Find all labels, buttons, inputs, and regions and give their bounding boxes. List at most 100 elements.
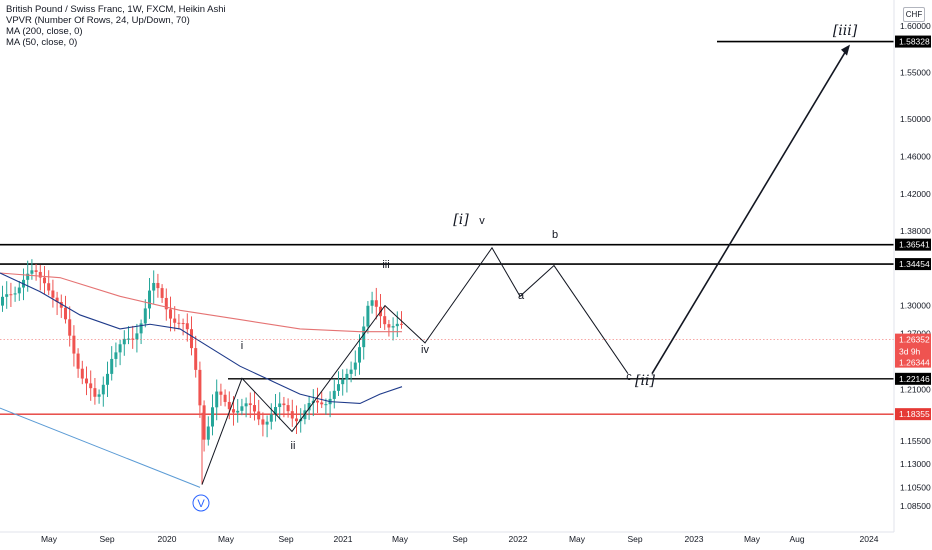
- candles: [1, 259, 403, 485]
- x-tick-label: May: [41, 534, 58, 544]
- candle-body: [93, 388, 97, 397]
- level-tag-label: 1.22146: [899, 374, 930, 384]
- trendline[interactable]: [0, 407, 201, 488]
- x-tick-label: 2022: [509, 534, 528, 544]
- candle-body: [169, 309, 172, 319]
- candle-body: [307, 403, 311, 411]
- candle-body: [89, 383, 93, 389]
- candle-body: [324, 404, 328, 406]
- y-tick-label: 1.50000: [900, 114, 931, 124]
- candle-body: [72, 335, 76, 354]
- candle-body: [316, 400, 319, 403]
- x-tick-label: 2021: [334, 534, 353, 544]
- wave-label-V: V: [197, 498, 205, 510]
- candle-body: [181, 323, 185, 325]
- candle-body: [211, 407, 214, 427]
- candle-body: [261, 419, 265, 425]
- candle-body: [17, 287, 21, 294]
- candle-body: [106, 373, 109, 385]
- last-price-tag: [895, 333, 931, 368]
- level-tag: [895, 238, 931, 251]
- wave-label-ii: ii: [291, 440, 296, 452]
- candle-body: [194, 348, 198, 370]
- wave-label-b: b: [552, 229, 558, 241]
- candle-body: [282, 403, 286, 406]
- ma200-line: [0, 272, 402, 333]
- x-tick-label: May: [569, 534, 586, 544]
- candle-body: [374, 300, 378, 307]
- candle-body: [198, 369, 202, 406]
- wave-label-iv: iv: [421, 344, 429, 356]
- candle-body: [43, 277, 46, 284]
- candle-body: [101, 384, 105, 395]
- y-tick-label: 1.27000: [900, 329, 931, 339]
- candle-body: [286, 405, 290, 412]
- level-tag-label: 1.34454: [899, 259, 930, 269]
- candle-body: [173, 318, 177, 323]
- candle-body: [248, 403, 252, 406]
- candle-body: [232, 409, 235, 413]
- candle-body: [127, 338, 130, 340]
- candle-body: [387, 324, 391, 328]
- wave-label-iii: iii: [382, 259, 389, 271]
- candle-body: [26, 273, 30, 280]
- candle-body: [139, 323, 143, 334]
- candle-body: [68, 319, 72, 336]
- y-tick-label: 1.42000: [900, 189, 931, 199]
- candle-body: [202, 405, 206, 440]
- countdown-label: 3d 9h: [899, 347, 921, 357]
- candle-body: [135, 333, 139, 340]
- legend-vpvr[interactable]: VPVR (Number Of Rows, 24, Up/Down, 70): [6, 15, 190, 26]
- candle-body: [160, 288, 164, 298]
- candle-body: [370, 300, 374, 306]
- x-tick-label: May: [744, 534, 761, 544]
- price-axis[interactable]: 1.60000 1.55000 1.50000 1.46000 1.42000 1.380…: [900, 21, 931, 511]
- level-tag: [895, 35, 931, 48]
- last-price-label-2: 1.26344: [899, 358, 930, 368]
- candle-body: [110, 358, 114, 374]
- legend-symbol-line[interactable]: British Pound / Swiss Franc, 1W, FXCM, H…: [6, 4, 226, 15]
- x-tick-label: Sep: [99, 534, 114, 544]
- wave-label-iii: [iii]: [833, 23, 858, 39]
- x-tick-label: Aug: [789, 534, 804, 544]
- horizontal-levels: [0, 40, 894, 415]
- wave-label-v: v: [479, 215, 485, 227]
- x-tick-label: Sep: [627, 534, 642, 544]
- wave-projection-path[interactable]: [201, 246, 629, 485]
- candle-body: [244, 403, 248, 407]
- last-price-label: 1.26352: [899, 335, 930, 345]
- candle-body: [400, 323, 403, 325]
- time-axis[interactable]: May Sep 2020 May Sep 2021 May Sep 2022 May Sep 2023…: [41, 534, 879, 544]
- candle-body: [353, 362, 357, 370]
- chart-legend: British Pound / Swiss Franc, 1W, FXCM, H…: [6, 4, 226, 48]
- wave-circle-icon: [192, 494, 210, 512]
- x-tick-label: 2023: [685, 534, 704, 544]
- candle-body: [257, 411, 261, 420]
- y-tick-label: 1.55000: [900, 68, 931, 78]
- level-tag-label: 1.18355: [899, 409, 930, 419]
- x-tick-label: Sep: [278, 534, 293, 544]
- y-tick-label: 1.08500: [900, 501, 931, 511]
- level-tag: [895, 408, 931, 421]
- currency-badge[interactable]: CHF: [903, 7, 925, 22]
- x-tick-label: 2024: [860, 534, 879, 544]
- candle-body: [156, 282, 160, 289]
- x-tick-label: May: [392, 534, 409, 544]
- level-tag: [895, 372, 931, 385]
- legend-ma50[interactable]: MA (50, close, 0): [6, 37, 78, 48]
- level-price-tags: 1.58328 1.36541 1.34454 1.22146 1.18355 1.263…: [895, 35, 931, 421]
- candle-body: [236, 410, 240, 413]
- candle-body: [143, 308, 147, 324]
- candle-body: [265, 421, 269, 425]
- candle-body: [9, 294, 13, 296]
- candle-body: [5, 294, 9, 297]
- candle-body: [253, 405, 256, 412]
- candle-body: [55, 297, 59, 302]
- candle-body: [38, 271, 42, 278]
- candle-body: [366, 305, 370, 327]
- wave-arrow-line[interactable]: [651, 47, 849, 375]
- candle-body: [47, 283, 51, 291]
- legend-ma200[interactable]: MA (200, close, 0): [6, 26, 83, 37]
